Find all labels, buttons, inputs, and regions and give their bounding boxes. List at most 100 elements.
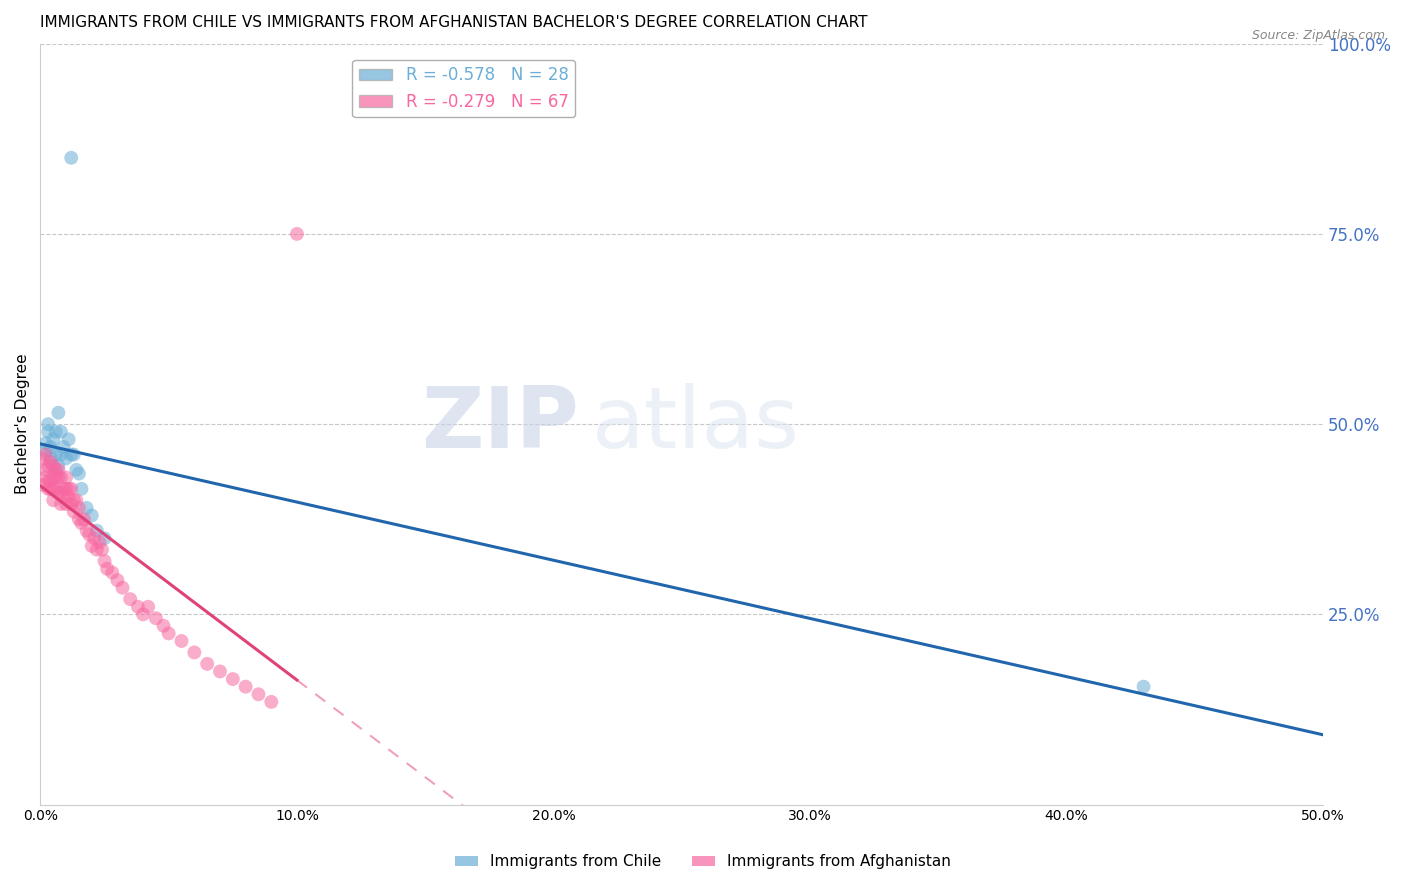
Point [49, 425, 72, 439]
Point [48, 406, 70, 420]
Point [34, 470, 56, 484]
Point [52, 490, 75, 504]
Point [39, 482, 62, 496]
Point [45, 425, 67, 439]
Point [58, 482, 80, 496]
Legend: Immigrants from Chile, Immigrants from Afghanistan: Immigrants from Chile, Immigrants from A… [449, 848, 957, 875]
Point [49, 470, 72, 484]
Point [111, 581, 134, 595]
Point [42, 470, 65, 484]
Point [62, 505, 84, 519]
Point [58, 490, 80, 504]
Point [39, 474, 62, 488]
Point [80, 539, 103, 553]
Point [49, 485, 72, 500]
Point [86, 542, 108, 557]
Point [67, 467, 90, 481]
Point [39, 455, 62, 469]
Point [48, 458, 70, 473]
Point [37, 474, 59, 488]
Point [34, 463, 56, 477]
Point [67, 512, 90, 526]
Point [120, 592, 142, 607]
Point [1132, 680, 1154, 694]
Point [34, 436, 56, 450]
Point [37, 417, 59, 431]
Point [48, 470, 70, 484]
Point [39, 451, 62, 466]
Point [45, 463, 67, 477]
Point [101, 566, 124, 580]
Point [93, 554, 115, 568]
Point [65, 493, 87, 508]
Point [183, 645, 205, 659]
Point [136, 599, 159, 614]
Point [42, 482, 65, 496]
Text: atlas: atlas [592, 383, 800, 466]
Point [48, 463, 70, 477]
Point [157, 626, 180, 640]
Point [42, 458, 65, 473]
Point [48, 485, 70, 500]
Y-axis label: Bachelor's Degree: Bachelor's Degree [15, 354, 30, 494]
Point [39, 440, 62, 454]
Point [222, 672, 245, 686]
Point [42, 458, 65, 473]
Point [285, 227, 308, 241]
Point [62, 493, 84, 508]
Point [127, 599, 149, 614]
Point [45, 482, 67, 496]
Point [52, 482, 75, 496]
Point [65, 463, 87, 477]
Point [132, 607, 155, 622]
Point [93, 531, 115, 545]
Point [60, 497, 83, 511]
Point [76, 524, 98, 538]
Point [55, 470, 77, 484]
Point [55, 451, 77, 466]
Point [152, 619, 174, 633]
Point [34, 448, 56, 462]
Point [86, 524, 108, 538]
Point [67, 500, 90, 515]
Point [91, 542, 114, 557]
Point [55, 497, 77, 511]
Text: Source: ZipAtlas.com: Source: ZipAtlas.com [1251, 29, 1385, 43]
Point [170, 634, 193, 648]
Point [62, 448, 84, 462]
Point [37, 458, 59, 473]
Point [32, 478, 55, 492]
Point [49, 448, 72, 462]
Point [32, 451, 55, 466]
Point [60, 448, 83, 462]
Point [49, 497, 72, 511]
Point [208, 665, 231, 679]
Point [70, 482, 93, 496]
Point [73, 512, 96, 526]
Point [42, 493, 65, 508]
Point [60, 151, 83, 165]
Point [105, 573, 128, 587]
Text: ZIP: ZIP [422, 383, 579, 466]
Text: IMMIGRANTS FROM CHILE VS IMMIGRANTS FROM AFGHANISTAN BACHELOR'S DEGREE CORRELATI: IMMIGRANTS FROM CHILE VS IMMIGRANTS FROM… [41, 15, 868, 30]
Point [80, 508, 103, 523]
Point [70, 516, 93, 530]
Point [260, 695, 283, 709]
Point [77, 527, 100, 541]
Point [145, 611, 167, 625]
Point [96, 562, 118, 576]
Point [60, 482, 83, 496]
Point [52, 440, 75, 454]
Legend: R = -0.578   N = 28, R = -0.279   N = 67: R = -0.578 N = 28, R = -0.279 N = 67 [353, 60, 575, 117]
Point [247, 687, 270, 701]
Point [89, 535, 111, 549]
Point [37, 482, 59, 496]
Point [83, 531, 105, 545]
Point [37, 425, 59, 439]
Point [55, 482, 77, 496]
Point [235, 680, 257, 694]
Point [76, 500, 98, 515]
Point [34, 443, 56, 458]
Point [58, 433, 80, 447]
Point [45, 448, 67, 462]
